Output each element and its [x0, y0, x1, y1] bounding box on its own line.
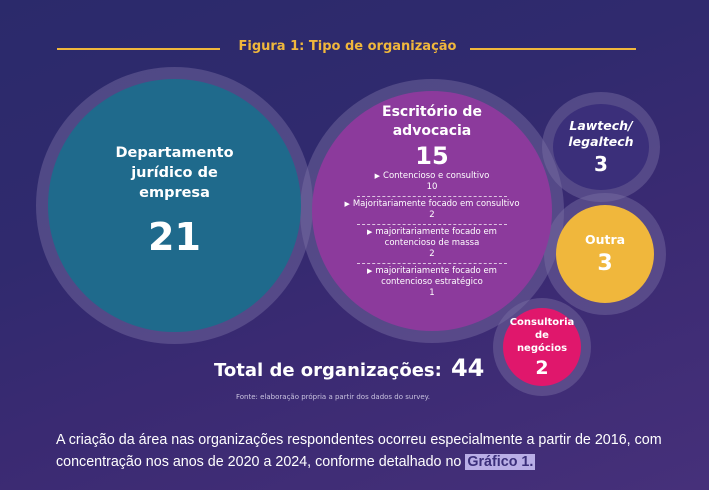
breakdown-item: ▶ majoritariamente focado em contencioso …	[352, 227, 512, 260]
bubble-label: Departamento jurídico de empresa	[115, 144, 234, 201]
breakdown-divider	[357, 224, 507, 225]
bubble-label: Escritório de advocacia	[382, 104, 482, 139]
total-value: 44	[450, 354, 485, 382]
title-divider-right	[470, 48, 636, 50]
breakdown-label: majoritariamente focado em contencioso d…	[375, 227, 497, 248]
figure-title-row: Figura 1: Tipo de organização	[0, 38, 709, 58]
total-organizacoes: Total de organizações: 44	[214, 354, 484, 382]
paragraph-text: A criação da área nas organizações respo…	[56, 432, 662, 470]
bubble-label: Consultoria de negócios	[509, 316, 575, 354]
figure-title: Figura 1: Tipo de organização	[238, 39, 457, 54]
bubble-escritorio-advocacia: Escritório de advocacia 15 ▶ Contencioso …	[312, 91, 552, 331]
bubble-label: Outra	[584, 232, 626, 247]
bubble-value: 15	[415, 142, 449, 170]
breakdown-divider	[357, 263, 507, 264]
total-label: Total de organizações:	[214, 360, 442, 381]
breakdown-item: ▶ Majoritariamente focado em consultivo 2	[344, 199, 520, 220]
bubble-consultoria: Consultoria de negócios 2	[503, 308, 581, 386]
breakdown-item: ▶ Contencioso e consultivo 10	[357, 171, 507, 193]
bubble-label: Lawtech/ legaltech	[568, 118, 634, 149]
breakdown-value: 2	[429, 210, 435, 220]
bubble-value: 3	[594, 152, 608, 176]
body-paragraph: A criação da área nas organizações respo…	[56, 429, 676, 473]
grafico-link[interactable]: Gráfico 1.	[465, 454, 536, 470]
title-divider-left	[57, 48, 220, 50]
bubble-value: 2	[535, 356, 549, 379]
breakdown-label: majoritariamente focado em contencioso e…	[375, 266, 497, 287]
bubble-outra: Outra 3	[556, 205, 654, 303]
bubble-value: 21	[148, 214, 201, 259]
breakdown-label: Majoritariamente focado em consultivo	[352, 199, 520, 209]
bubble-value: 3	[597, 251, 613, 276]
breakdown-label: Contencioso e consultivo	[383, 171, 490, 181]
source-note: Fonte: elaboração própria a partir dos d…	[236, 393, 431, 401]
breakdown-value: 2	[429, 249, 435, 259]
breakdown-divider	[357, 196, 507, 197]
bubble-departamento-juridico: Departamento jurídico de empresa 21	[48, 79, 301, 332]
bubble-lawtech: Lawtech/ legaltech 3	[553, 104, 649, 190]
breakdown-value: 10	[426, 182, 438, 192]
breakdown-item: ▶ majoritariamente focado em contencioso …	[352, 266, 512, 299]
breakdown-value: 1	[429, 288, 435, 298]
